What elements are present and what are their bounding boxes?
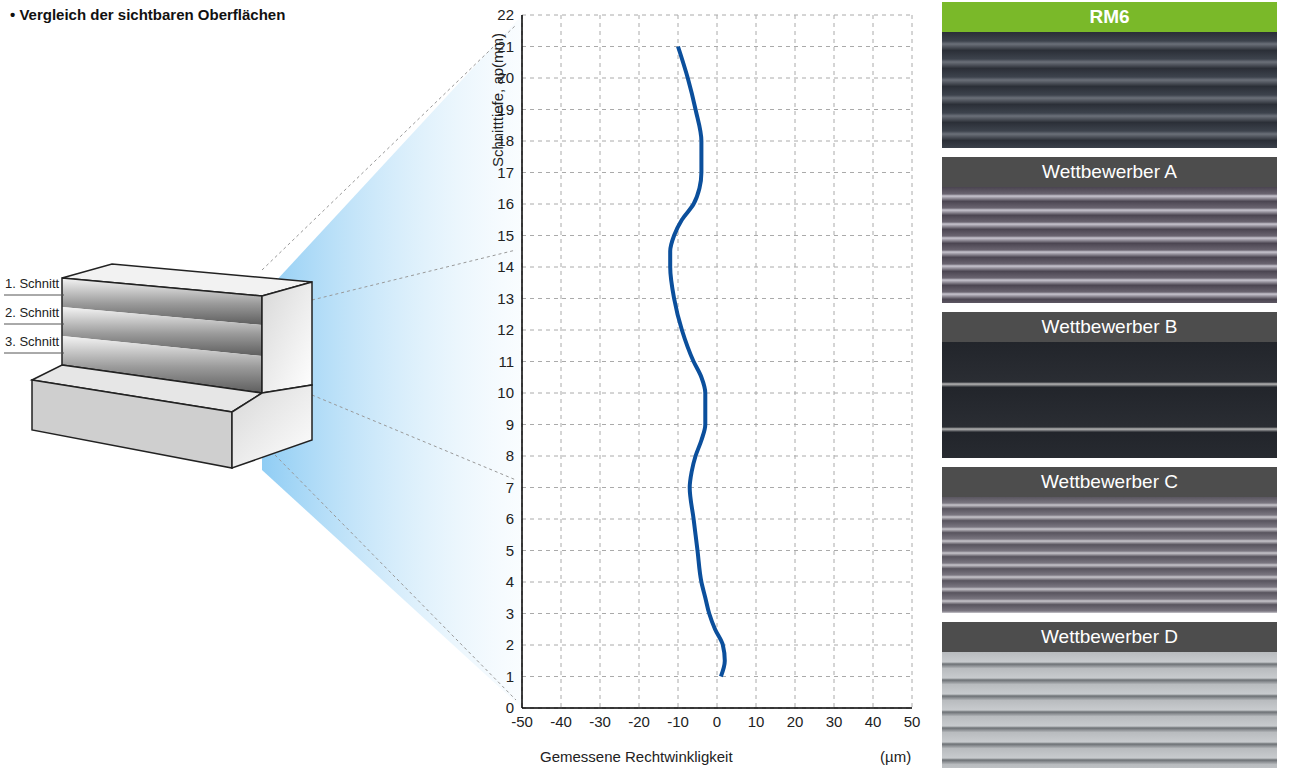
svg-text:-50: -50 — [511, 713, 533, 730]
html-text:Schnitttiefe, ap(mm): Schnitttiefe, ap(mm) — [489, 32, 506, 168]
svg-text:-10: -10 — [667, 713, 689, 730]
svg-text:0: 0 — [506, 699, 514, 716]
html-text:Wettbewerber C: Wettbewerber C — [1041, 471, 1178, 492]
html-text:2. Schnitt: 2. Schnitt — [5, 305, 60, 320]
svg-text:40: 40 — [865, 713, 882, 730]
html-text:1. Schnitt: 1. Schnitt — [5, 276, 60, 291]
svg-text:14: 14 — [497, 258, 514, 275]
svg-text:4: 4 — [506, 573, 514, 590]
svg-text:12: 12 — [497, 321, 514, 338]
svg-text:1: 1 — [506, 668, 514, 685]
svg-text:6: 6 — [506, 510, 514, 527]
svg-text:20: 20 — [787, 713, 804, 730]
svg-text:8: 8 — [506, 447, 514, 464]
html-text:RM6: RM6 — [1089, 6, 1130, 27]
svg-text:50: 50 — [904, 713, 921, 730]
svg-text:22: 22 — [497, 6, 514, 23]
svg-text:16: 16 — [497, 195, 514, 212]
svg-text:2: 2 — [506, 636, 514, 653]
html-text:Gemessene Rechtwinkligkeit: Gemessene Rechtwinkligkeit — [540, 748, 733, 765]
svg-text:5: 5 — [506, 542, 514, 559]
html-text:• Vergleich der sichtbaren Obe: • Vergleich der sichtbaren Oberflächen — [10, 6, 286, 23]
html-text:3. Schnitt: 3. Schnitt — [5, 334, 60, 349]
svg-text:13: 13 — [497, 290, 514, 307]
html-text:Wettbewerber B: Wettbewerber B — [1041, 316, 1178, 337]
svg-text:17: 17 — [497, 163, 514, 181]
svg-text:-30: -30 — [589, 713, 611, 730]
svg-text:30: 30 — [826, 713, 843, 730]
svg-text:10: 10 — [748, 713, 765, 730]
html-text:(µm): (µm) — [880, 748, 912, 765]
svg-text:0: 0 — [713, 713, 721, 730]
html-text:Wettbewerber A: Wettbewerber A — [1042, 161, 1177, 182]
svg-text:-40: -40 — [550, 713, 572, 730]
svg-text:10: 10 — [497, 384, 514, 401]
svg-text:3: 3 — [506, 605, 514, 622]
svg-text:7: 7 — [506, 479, 514, 496]
svg-text:11: 11 — [498, 353, 514, 370]
html-text:Wettbewerber D: Wettbewerber D — [1041, 626, 1178, 647]
svg-text:9: 9 — [506, 416, 514, 433]
svg-text:-20: -20 — [628, 713, 650, 730]
svg-text:15: 15 — [497, 227, 514, 244]
